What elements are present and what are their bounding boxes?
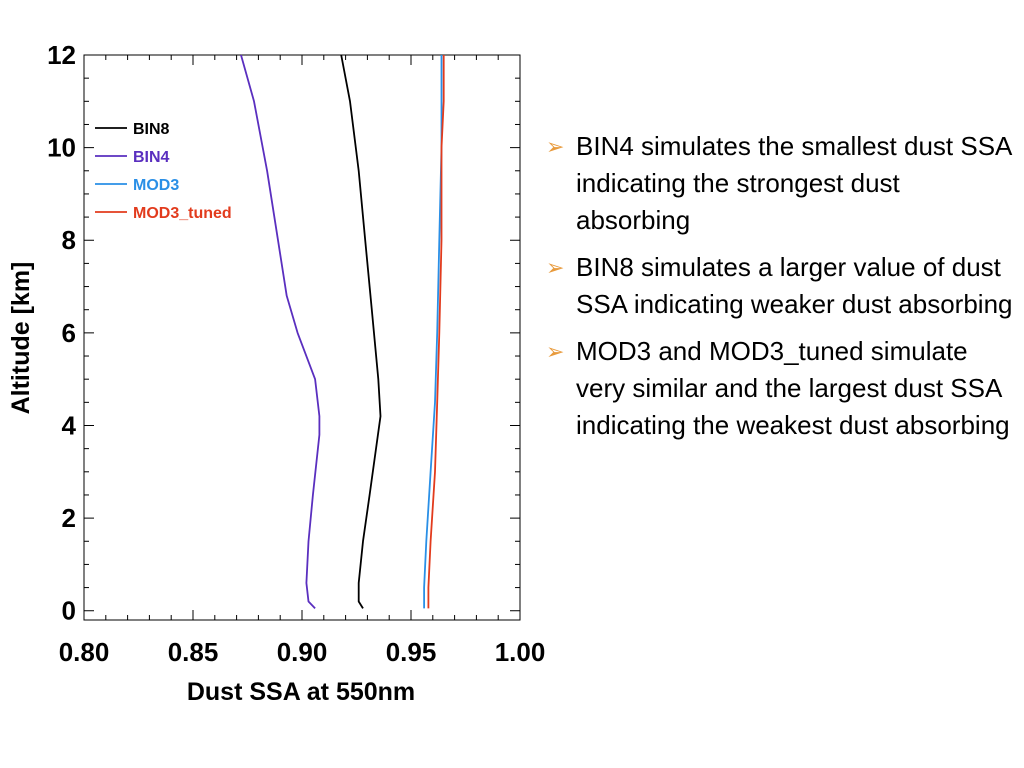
axis-ticks xyxy=(83,54,521,620)
bullet-text: BIN4 simulates the smallest dust SSA ind… xyxy=(576,131,1011,235)
y-tick-label: 8 xyxy=(62,225,76,255)
legend: BIN8 BIN4 MOD3 MOD3_tuned xyxy=(95,121,232,222)
x-tick-labels: 0.80 0.85 0.90 0.95 1.00 xyxy=(59,637,546,667)
series-line-bin4 xyxy=(240,54,321,610)
x-axis-title: Dust SSA at 550nm xyxy=(187,678,415,706)
arrow-bullet-icon: ➢ xyxy=(546,255,565,280)
dust-ssa-profile-chart: 0.80 0.85 0.90 0.95 1.00 0 2 4 6 8 10 12 BIN8 BIN4 M… xyxy=(7,40,546,706)
x-tick-label: 1.00 xyxy=(495,637,546,667)
y-tick-label: 2 xyxy=(62,503,76,533)
y-tick-label: 10 xyxy=(47,133,76,163)
bullet-item: ➢ BIN8 simulates a larger value of dust S… xyxy=(546,249,1016,323)
plot-frame xyxy=(83,54,521,621)
series-line-bin8 xyxy=(340,54,382,609)
bullet-item: ➢ BIN4 simulates the smallest dust SSA in… xyxy=(546,128,1016,239)
y-tick-labels: 0 2 4 6 8 10 12 xyxy=(47,40,76,626)
y-tick-label: 4 xyxy=(62,410,77,440)
y-tick-label: 12 xyxy=(47,40,76,70)
series-line-mod3-tuned xyxy=(427,55,445,609)
legend-label: MOD3_tuned xyxy=(133,205,232,222)
legend-label: MOD3 xyxy=(133,177,179,194)
y-axis-title: Altitude [km] xyxy=(7,262,35,415)
legend-label: BIN4 xyxy=(133,149,170,166)
y-tick-label: 6 xyxy=(62,318,76,348)
x-tick-label: 0.80 xyxy=(59,637,110,667)
bullet-text: MOD3 and MOD3_tuned simulate very simila… xyxy=(576,336,1010,440)
x-tick-label: 0.90 xyxy=(277,637,328,667)
arrow-bullet-icon: ➢ xyxy=(546,134,565,159)
y-tick-label: 0 xyxy=(62,596,76,626)
series-lines xyxy=(240,54,445,610)
bullet-list: ➢ BIN4 simulates the smallest dust SSA in… xyxy=(546,128,1016,454)
x-tick-label: 0.85 xyxy=(168,637,219,667)
arrow-bullet-icon: ➢ xyxy=(546,339,565,364)
x-tick-label: 0.95 xyxy=(386,637,437,667)
bullet-text: BIN8 simulates a larger value of dust SS… xyxy=(576,252,1013,319)
legend-label: BIN8 xyxy=(133,121,170,138)
bullet-item: ➢ MOD3 and MOD3_tuned simulate very simil… xyxy=(546,333,1016,444)
series-line-mod3 xyxy=(423,55,443,609)
